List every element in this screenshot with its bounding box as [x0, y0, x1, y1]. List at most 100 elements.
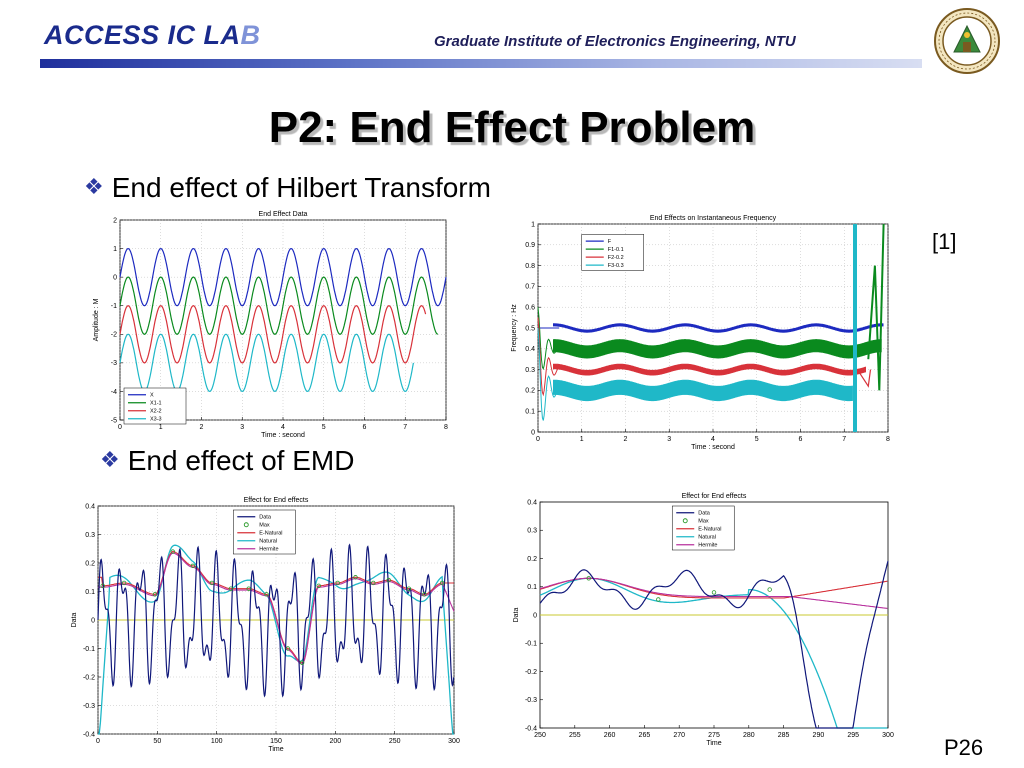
y-tick-label: -0.2: [525, 669, 537, 676]
legend-label: Data: [259, 515, 272, 521]
x-tick-label: 285: [778, 732, 790, 739]
y-tick-label: 1: [113, 246, 117, 253]
x-tick-label: 275: [708, 732, 720, 739]
diamond-bullet-icon: ❖: [84, 174, 104, 199]
y-axis-label: Data: [513, 608, 520, 623]
x-axis-label: Time: [268, 746, 283, 752]
max-point: [316, 583, 321, 588]
y-axis-label: Frequency : Hz: [511, 304, 518, 352]
x-tick-label: 7: [403, 424, 407, 431]
y-tick-label: 0.6: [525, 305, 535, 312]
max-point: [386, 577, 391, 583]
y-tick-label: 0.1: [527, 584, 537, 591]
institute-name: Graduate Institute of Electronics Engine…: [434, 33, 796, 50]
x-tick-label: 290: [813, 732, 825, 739]
max-point: [190, 563, 196, 569]
legend-label: Max: [259, 523, 270, 529]
x-tick-label: 1: [159, 424, 163, 431]
max-point: [121, 580, 127, 586]
y-tick-label: 0: [533, 612, 537, 619]
x-tick-label: 295: [847, 732, 859, 739]
series-band: [553, 379, 853, 402]
series-band: [553, 339, 882, 359]
chart-end-effect-data: 0 1 2 3 4 5 6 7 8 -5 -4 -3 -2 -1 0 1 2 End Effect Data Tim…: [92, 206, 456, 442]
max-point: [371, 580, 376, 586]
y-tick-label: 0.8: [525, 263, 535, 270]
legend-box: [123, 387, 187, 425]
x-tick-label: 250: [389, 738, 401, 745]
x-tick-label: 260: [604, 732, 616, 739]
max-point: [439, 580, 445, 586]
legend-label: F2-0.2: [608, 255, 624, 261]
y-tick-label: 0.4: [527, 499, 537, 506]
y-tick-label: 0.4: [525, 346, 535, 353]
x-tick-label: 1: [580, 436, 584, 443]
y-tick-label: 0.4: [85, 503, 95, 510]
bullet-emd-text: End effect of EMD: [127, 445, 355, 476]
x-tick-label: 4: [281, 424, 285, 431]
max-point: [264, 592, 269, 597]
x-axis-label: Time : second: [691, 444, 735, 451]
max-point: [711, 590, 717, 595]
bullet-hilbert: ❖ End effect of Hilbert Transform: [84, 172, 491, 204]
x-tick-label: 3: [667, 436, 671, 443]
legend-label: Natural: [259, 539, 277, 545]
max-point: [100, 583, 105, 588]
x-tick-label: 0: [118, 424, 122, 431]
y-tick-label: 0.2: [525, 388, 535, 395]
legend-label: E-Natural: [698, 527, 721, 533]
legend-label: Max: [698, 519, 709, 525]
x-tick-label: 8: [886, 436, 890, 443]
end-spike-cyan: [853, 224, 857, 432]
max-point: [170, 549, 175, 554]
max-point: [586, 576, 591, 581]
y-tick-label: 0: [531, 429, 535, 436]
y-tick-label: 0.3: [525, 367, 535, 374]
x-tick-label: 4: [711, 436, 715, 443]
y-tick-label: -0.1: [525, 641, 537, 648]
x-tick-label: 250: [534, 732, 546, 739]
x-tick-label: 5: [755, 436, 759, 443]
x-tick-label: 300: [882, 732, 894, 739]
legend-box: [581, 234, 644, 271]
max-point: [767, 587, 772, 592]
x-tick-label: 2: [200, 424, 204, 431]
y-tick-label: 0.3: [85, 532, 95, 539]
max-point: [335, 580, 340, 586]
max-point: [152, 592, 158, 597]
end-spike-red: [856, 369, 872, 388]
y-tick-label: 0: [91, 617, 95, 624]
series-data: [539, 560, 889, 729]
series-line: [119, 276, 439, 335]
y-axis-label: Amplitude : M: [93, 298, 100, 341]
y-tick-label: -0.4: [83, 731, 95, 738]
y-tick-label: 0.3: [527, 528, 537, 535]
y-tick-label: 0.1: [525, 409, 535, 416]
y-tick-label: 0.2: [527, 556, 537, 563]
x-tick-label: 100: [211, 738, 223, 745]
y-tick-label: 0: [113, 274, 117, 281]
y-tick-label: 0.9: [525, 242, 535, 249]
diamond-bullet-icon: ❖: [100, 447, 120, 472]
series-magenta: [98, 552, 455, 665]
chart-title: End Effect Data: [259, 211, 308, 218]
y-tick-label: -3: [111, 360, 117, 367]
y-tick-label: -0.3: [525, 697, 537, 704]
x-tick-label: 6: [363, 424, 367, 431]
max-point: [285, 646, 291, 651]
legend-label: F: [608, 239, 612, 245]
chart-instantaneous-frequency: 0 1 2 3 4 5 6 7 8 0 0.1 0.2 0.3 0.4 0.5 0.6 0.7 0.8 0.9 1 En…: [506, 208, 898, 452]
x-axis-label: Time : second: [261, 432, 305, 439]
series-magenta: [539, 577, 888, 609]
legend-label: X3-3: [150, 417, 162, 423]
y-tick-label: 2: [113, 217, 117, 224]
legend-label: Data: [698, 511, 711, 517]
x-tick-label: 280: [743, 732, 755, 739]
series-start-transient: [537, 317, 560, 397]
chart-title: Effect for End effects: [682, 493, 747, 500]
y-tick-label: 1: [531, 221, 535, 228]
legend-label: F1-0.1: [608, 247, 624, 253]
legend-marker: [682, 518, 688, 524]
y-tick-label: 0.1: [85, 589, 95, 596]
bullet-hilbert-text: End effect of Hilbert Transform: [111, 172, 491, 203]
